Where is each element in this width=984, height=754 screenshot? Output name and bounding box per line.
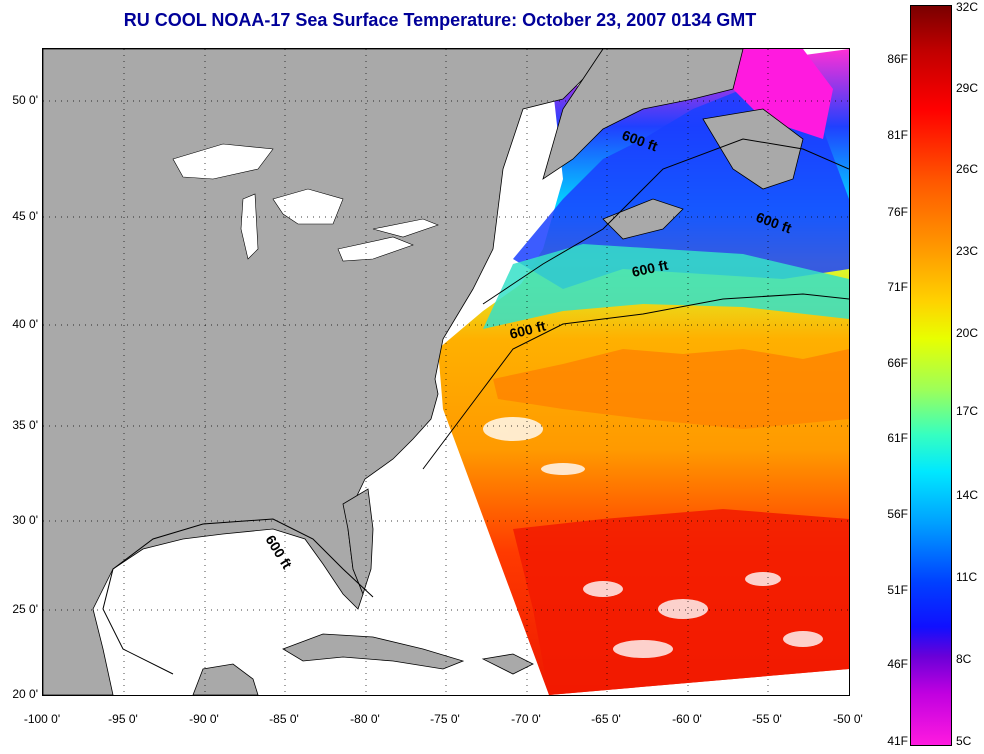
lat-label-25: 25 0' [12,602,38,616]
lat-label-40: 40 0' [12,317,38,331]
lon-label-90: -90 0' [189,712,219,726]
colorbar-f-label-81: 81F [887,128,908,142]
colorbar-f-label-41: 41F [887,734,908,748]
colorbar-c-label-26: 26C [956,162,979,176]
lat-label-50: 50 0' [12,93,38,107]
colorbar-c-label-5: 5C [956,734,972,748]
colorbar-c-label-17: 17C [956,404,979,418]
lat-label-30: 30 0' [12,513,38,527]
lat-label-20: 20 0' [12,687,38,701]
lon-label-65: -65 0' [591,712,621,726]
lat-label-45: 45 0' [12,209,38,223]
gulf-stream [493,349,849,429]
great-lakes [172,143,439,262]
lon-label-95: -95 0' [108,712,138,726]
florida-peninsula [342,488,374,596]
yucatan [192,663,259,695]
temperature-colorbar [910,5,952,746]
lon-label-60: -60 0' [672,712,702,726]
colorbar-f-label-51: 51F [887,583,908,597]
lon-label-70: -70 0' [511,712,541,726]
colorbar-c-label-8: 8C [956,652,972,666]
lon-label-55: -55 0' [752,712,782,726]
lon-label-100: -100 0' [23,712,61,726]
contour-label-5: 600 ft [262,532,295,572]
map-title: RU COOL NOAA-17 Sea Surface Temperature:… [123,10,757,30]
lon-label-50: -50 0' [833,712,863,726]
quebec-land [542,49,744,180]
cool-shelf-water [483,244,849,329]
cuba [282,633,465,670]
cloud-cover [483,417,823,658]
colorbar-f-label-86: 86F [887,52,908,66]
hispaniola [481,653,534,675]
colorbar-f-label-76: 76F [887,205,908,219]
colorbar-c-label-29: 29C [956,81,979,95]
sst-map-graphic: 600 ft 600 ft 600 ft 600 ft 600 ft [43,49,849,695]
colorbar-f-label-71: 71F [887,280,908,294]
colorbar-f-label-56: 56F [887,507,908,521]
isobath-600ft [102,138,849,675]
lon-label-75: -75 0' [430,712,460,726]
colorbar-c-label-20: 20C [956,326,979,340]
contour-label-3: 600 ft [630,257,669,280]
sst-map[interactable]: 600 ft 600 ft 600 ft 600 ft 600 ft [42,48,850,696]
very-cold-water [723,49,833,139]
colorbar-f-label-61: 61F [887,431,908,445]
lon-label-80: -80 0' [350,712,380,726]
lon-label-85: -85 0' [269,712,299,726]
lat-label-35: 35 0' [12,418,38,432]
colorbar-c-label-11: 11C [956,570,978,584]
colorbar-f-label-46: 46F [887,657,908,671]
graticule [43,49,849,695]
newfoundland [702,108,804,190]
colorbar-c-label-14: 14C [956,488,979,502]
colorbar-f-label-66: 66F [887,356,908,370]
nova-scotia [602,198,684,240]
colorbar-c-label-23: 23C [956,244,979,258]
colorbar-c-label-32: 32C [956,0,979,14]
